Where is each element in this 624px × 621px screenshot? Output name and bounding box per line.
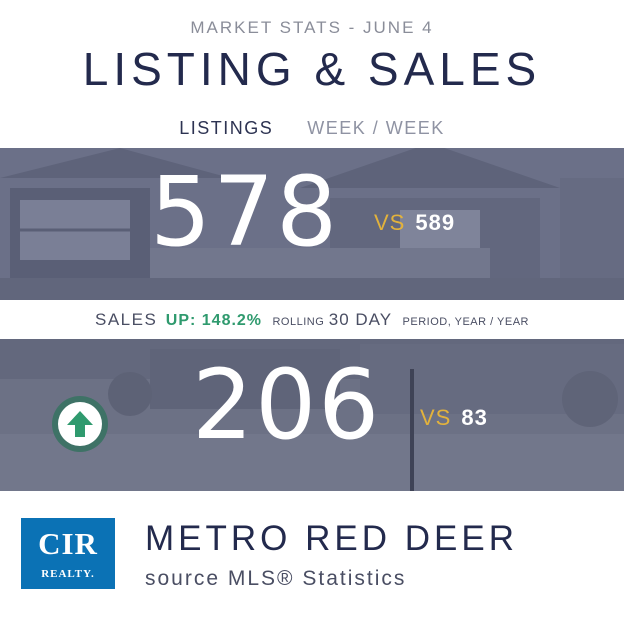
logo-mark: CIR <box>38 526 98 561</box>
cir-realty-logo: CIR REALTY. <box>21 518 115 589</box>
subheading: LISTINGS WEEK / WEEK <box>0 118 624 139</box>
region-title: METRO RED DEER <box>145 519 518 558</box>
sales-change-strip: SALES UP: 148.2% ROLLING 30 DAY PERIOD, … <box>0 300 624 339</box>
sales-previous: 83 <box>461 405 488 430</box>
up-arrow-icon <box>67 411 93 437</box>
listings-comparison: VS 589 <box>374 210 455 236</box>
subheading-listings: LISTINGS <box>179 118 274 138</box>
page-title: LISTING & SALES <box>82 43 542 95</box>
listings-panel: 578 VS 589 <box>0 148 624 300</box>
listings-previous: 589 <box>415 210 456 235</box>
sales-label: SALES <box>95 310 158 329</box>
sales-panel: 206 VS 83 <box>0 339 624 491</box>
listings-vs-label: VS <box>374 210 406 235</box>
sales-change: UP: 148.2% <box>165 312 263 329</box>
listings-count: 578 <box>150 156 340 268</box>
logo-text: REALTY. <box>41 568 95 580</box>
footer: CIR REALTY. METRO RED DEER source MLS® S… <box>0 491 624 621</box>
sales-trend-badge <box>52 396 108 452</box>
sales-count: 206 <box>192 349 382 461</box>
source-note: source MLS® Statistics <box>145 567 407 590</box>
window-label: 30 DAY <box>328 310 393 329</box>
sales-vs-label: VS <box>420 405 452 430</box>
period-label: PERIOD, YEAR / YEAR <box>402 316 529 328</box>
subheading-period: WEEK / WEEK <box>307 118 445 138</box>
sales-comparison: VS 83 <box>420 405 488 431</box>
rolling-label: ROLLING <box>272 316 325 328</box>
house-background-image <box>0 148 624 300</box>
page-kicker: MARKET STATS - JUNE 4 <box>190 18 434 37</box>
